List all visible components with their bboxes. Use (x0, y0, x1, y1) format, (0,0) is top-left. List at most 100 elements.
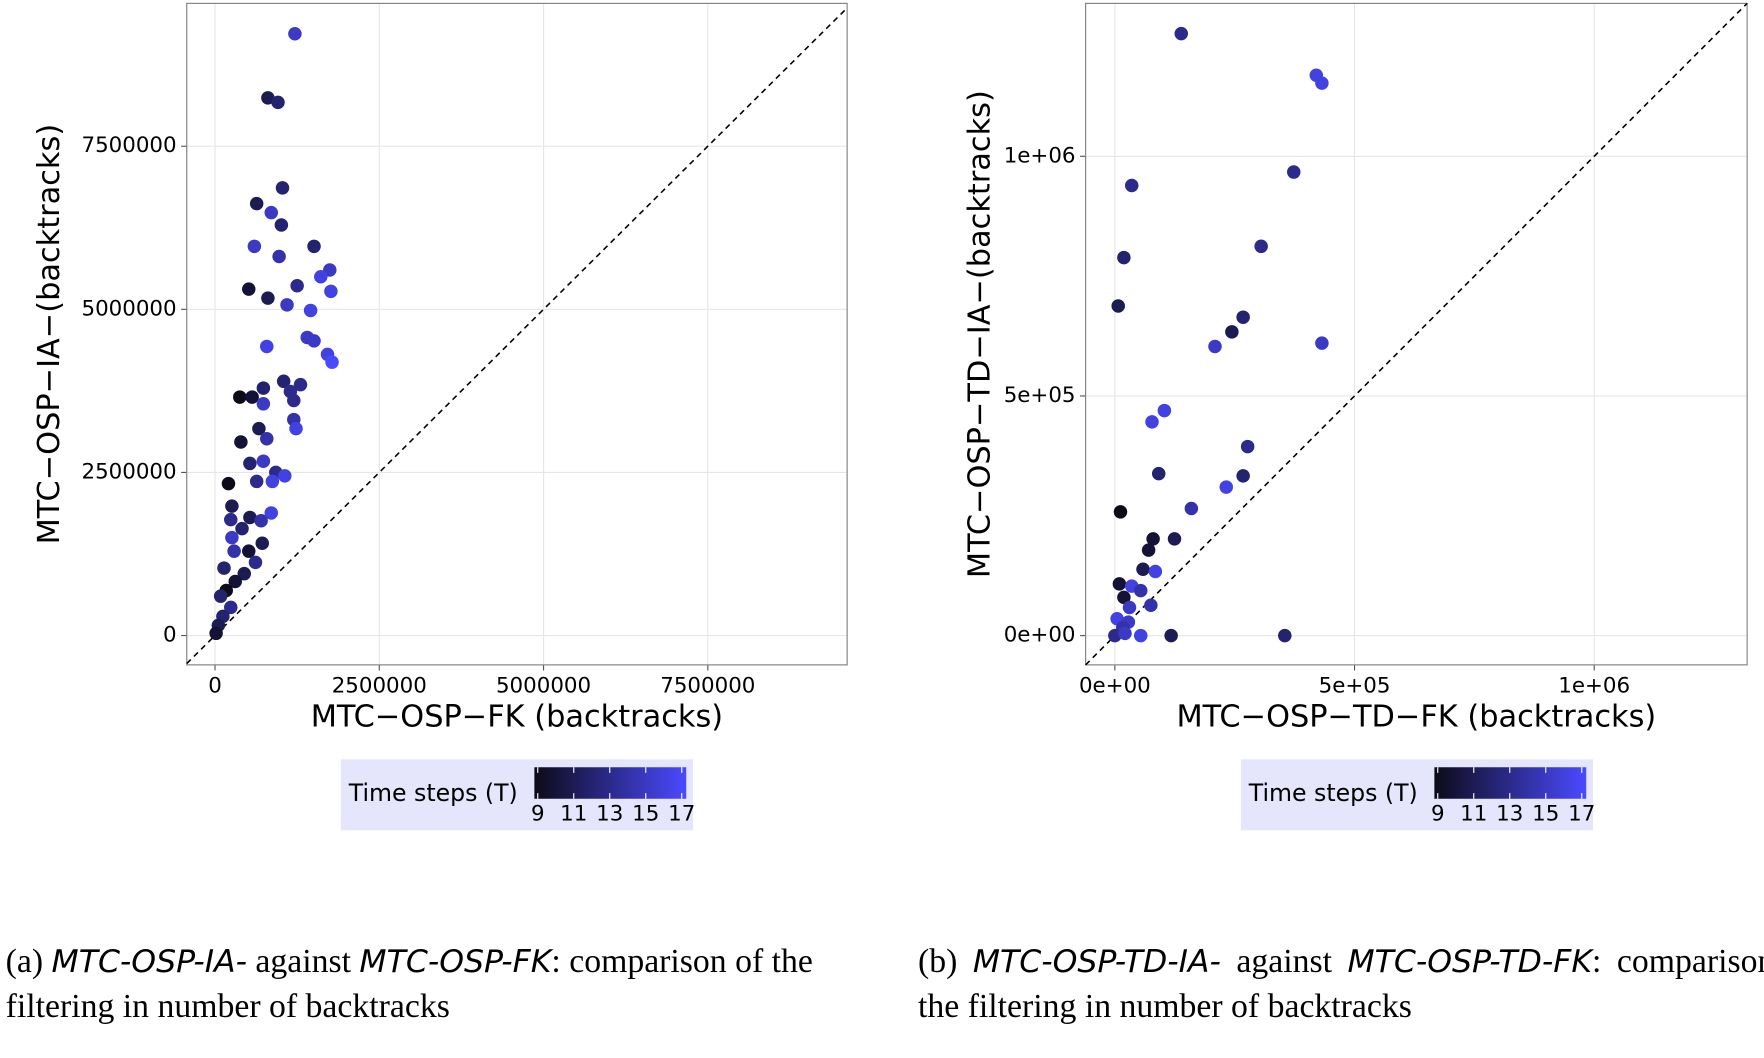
point (1141, 543, 1156, 557)
identity-line (1085, 2, 1748, 666)
point (1118, 626, 1132, 641)
point (1208, 339, 1222, 354)
colorbar-tick-label: 9 (1431, 802, 1445, 827)
point (1136, 562, 1150, 576)
point (249, 474, 264, 489)
point (243, 510, 257, 525)
point (271, 95, 285, 110)
point (237, 566, 251, 581)
caption: (b) MTC-OSP-TD-IA- against MTC-OSP-TD-FK… (918, 939, 1764, 1029)
point (1124, 178, 1139, 193)
x-tick-label: 2500000 (332, 673, 427, 698)
caption-part: : comparison of the filtering in number … (918, 942, 1764, 1025)
x-tick-label: 0e+00 (1079, 673, 1151, 698)
point (324, 284, 338, 299)
point (288, 27, 302, 41)
x-axis-title: MTC−OSP−TD−FK (backtracks) (1176, 699, 1656, 734)
point (290, 278, 304, 293)
colorbar-tick-label: 11 (560, 802, 587, 827)
point (1164, 628, 1178, 643)
y-tick-label: 2500000 (81, 459, 176, 484)
caption-part: MTC-OSP-FK (359, 942, 552, 980)
colorbar-tick-label: 13 (1496, 802, 1523, 827)
point (248, 555, 263, 570)
point (264, 506, 279, 520)
point (1134, 583, 1148, 598)
plot-border (186, 2, 848, 666)
point (1113, 505, 1128, 519)
point (249, 196, 264, 211)
point (243, 456, 257, 471)
caption-part: (a) (5, 942, 52, 980)
point (1117, 590, 1131, 605)
point (1148, 564, 1163, 579)
point (278, 469, 292, 483)
point (314, 269, 328, 284)
point (256, 381, 271, 395)
point (260, 339, 274, 354)
caption-part: MTC-OSP-TD-FK (1347, 942, 1593, 980)
point (1134, 628, 1148, 643)
point (217, 561, 231, 575)
point (247, 239, 262, 254)
y-tick-label: 7500000 (81, 133, 176, 158)
colorbar-tick-label: 15 (632, 802, 659, 827)
legend-title: Time steps (T) (1248, 779, 1418, 807)
point (1146, 532, 1160, 546)
point (307, 334, 321, 348)
y-tick-label: 1e+06 (1004, 143, 1076, 168)
x-tick-label: 5e+05 (1319, 673, 1391, 698)
caption-part: against (246, 942, 360, 980)
point (1315, 336, 1329, 350)
point (264, 205, 279, 220)
point (209, 626, 223, 641)
point (289, 421, 303, 436)
point (242, 282, 256, 296)
point (1112, 577, 1127, 591)
point (1287, 165, 1301, 179)
point (255, 536, 269, 551)
y-tick-label: 5e+05 (1004, 383, 1076, 408)
point (1111, 299, 1125, 313)
point (224, 512, 238, 527)
point (303, 303, 318, 318)
point (272, 249, 286, 264)
point (1108, 628, 1122, 643)
colorbar-tick-label: 17 (1568, 802, 1595, 827)
caption: (a) MTC-OSP-IA- against MTC-OSP-FK: comp… (6, 939, 889, 1029)
point (254, 514, 268, 528)
point (325, 355, 339, 369)
point (1145, 415, 1159, 429)
y-axis-title: MTC−OSP−TD−IA−(backtracks) (963, 90, 998, 578)
point (234, 435, 248, 449)
legend: Time steps (T) 9 11 13 15 17 (340, 759, 695, 831)
y-tick-label: 0 (163, 623, 177, 648)
point (1184, 501, 1199, 516)
point (287, 393, 301, 408)
colorbar-tick-label: 17 (668, 802, 695, 827)
point (1219, 480, 1234, 494)
point (265, 474, 280, 489)
point (280, 298, 294, 312)
point (1225, 325, 1239, 339)
point (260, 431, 274, 446)
point (1117, 250, 1131, 265)
point (1240, 439, 1255, 454)
point (1278, 628, 1292, 643)
point (213, 589, 228, 603)
plot-border (1085, 2, 1748, 666)
point (252, 421, 266, 436)
point (1254, 239, 1268, 254)
point (261, 91, 275, 105)
point (1157, 403, 1172, 418)
identity-line (186, 7, 848, 665)
y-tick-label: 0e+00 (1004, 623, 1076, 648)
colorbar-tick-label: 9 (531, 802, 545, 827)
point (276, 374, 291, 389)
point (1122, 600, 1137, 615)
point (221, 476, 236, 491)
point (227, 544, 241, 558)
point (256, 397, 271, 411)
figure: 0 2500000 5000000 7500000 0 2500000 5000000 750… (32, 2, 1748, 831)
